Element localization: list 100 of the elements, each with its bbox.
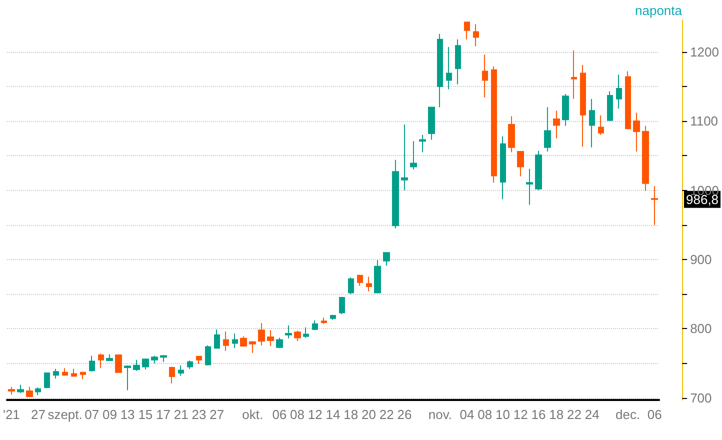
candlestick xyxy=(419,134,426,153)
candlestick xyxy=(142,358,149,370)
candlestick xyxy=(187,360,193,370)
candlestick xyxy=(294,330,301,342)
x-tick-label: 16 xyxy=(531,407,546,422)
candlestick xyxy=(374,260,381,294)
x-tick-label: 18 xyxy=(344,407,358,422)
candlestick xyxy=(62,368,68,376)
candlestick xyxy=(598,115,604,136)
x-tick-label: 26 xyxy=(397,407,412,422)
candlestick xyxy=(44,372,50,389)
x-tick-label: 20 xyxy=(362,407,376,422)
candlestick xyxy=(607,90,613,122)
candlestick xyxy=(330,314,336,320)
candlestick xyxy=(80,372,86,380)
candlestick xyxy=(258,322,265,346)
candlestick xyxy=(17,384,24,394)
candlestick xyxy=(633,112,640,152)
candlestick xyxy=(106,354,113,362)
candlestick xyxy=(535,150,542,191)
x-tick-label: 09 xyxy=(102,407,117,422)
candlestick xyxy=(455,38,461,85)
candlestick xyxy=(26,386,33,398)
candlestick xyxy=(401,124,408,191)
candlestick xyxy=(651,186,658,226)
candlestick xyxy=(517,151,524,177)
candlestick xyxy=(446,46,452,90)
candlestick xyxy=(321,317,327,324)
candlestick xyxy=(410,140,417,170)
candlestick xyxy=(276,337,283,349)
candlestick xyxy=(580,64,586,148)
x-tick-label: szept. xyxy=(48,407,82,422)
candlestick xyxy=(214,328,220,350)
x-tick-label: dec. xyxy=(616,407,640,422)
x-tick-label: 24 xyxy=(584,407,600,422)
candlestick xyxy=(428,106,435,140)
candlestick xyxy=(303,326,309,338)
candlestick xyxy=(500,136,506,200)
candlestick xyxy=(437,33,443,108)
candlestick xyxy=(53,368,59,380)
candlestick xyxy=(267,330,274,347)
candlestick xyxy=(562,94,569,126)
candlestick xyxy=(348,276,354,295)
candlestick xyxy=(589,98,595,148)
candlestick xyxy=(71,368,77,377)
candlestick xyxy=(223,330,229,352)
candlestick xyxy=(366,276,372,292)
x-tick-label: 06 xyxy=(272,407,287,422)
x-tick-label: 27 xyxy=(210,407,224,422)
x-tick-label: '21 xyxy=(2,407,20,422)
x-tick-label: 17 xyxy=(156,407,171,422)
candlestick xyxy=(464,22,470,40)
candlestick xyxy=(553,110,560,139)
candlestick xyxy=(89,355,95,372)
candlestick xyxy=(115,354,122,374)
candlestick xyxy=(491,66,497,184)
candlestick xyxy=(8,386,15,395)
candlestick xyxy=(473,24,479,47)
candlestick xyxy=(151,355,158,364)
candlestick xyxy=(625,70,631,130)
candlestick xyxy=(240,336,247,348)
candlestick xyxy=(339,296,345,315)
x-tick-label: 18 xyxy=(549,407,564,422)
candlestick xyxy=(178,364,184,376)
candlestick xyxy=(98,353,104,369)
x-tick-label: 10 xyxy=(496,407,510,422)
candlestick xyxy=(133,359,140,372)
x-tick-label: 12 xyxy=(308,407,322,422)
candlestick xyxy=(544,106,551,152)
candlestick xyxy=(196,355,202,365)
y-tick-label: 1100 xyxy=(690,114,718,129)
candlestick xyxy=(232,333,238,349)
candlestick xyxy=(160,354,167,362)
candlestick xyxy=(357,274,363,286)
candlestick xyxy=(205,344,211,366)
candlestick xyxy=(571,50,577,100)
x-tick-label: 13 xyxy=(120,407,135,422)
candlestick xyxy=(249,340,256,354)
x-tick-label: 27 xyxy=(31,407,46,422)
x-tick-label: 12 xyxy=(513,407,528,422)
y-tick-label: 900 xyxy=(690,252,712,267)
text: naponta xyxy=(635,3,683,18)
candlestick xyxy=(526,168,533,206)
candlestick xyxy=(482,54,488,98)
x-tick-label: 23 xyxy=(192,407,206,422)
y-tick-label: 700 xyxy=(690,390,712,406)
x-tick-label: 08 xyxy=(478,407,492,422)
x-tick-label: okt. xyxy=(242,407,264,422)
x-tick-label: 15 xyxy=(138,407,153,422)
y-tick-label: 800 xyxy=(690,321,712,336)
candlestick xyxy=(124,364,131,391)
candlestick xyxy=(285,324,292,339)
y-tick-label: 1200 xyxy=(690,44,719,60)
candlestick xyxy=(35,387,41,396)
x-tick-label: 04 xyxy=(460,407,474,422)
x-tick-label: 08 xyxy=(290,407,305,422)
x-tick-label: nov. xyxy=(428,407,452,422)
candlestick xyxy=(312,320,318,331)
candlestick xyxy=(642,125,649,192)
x-tick-label: 14 xyxy=(326,407,340,422)
